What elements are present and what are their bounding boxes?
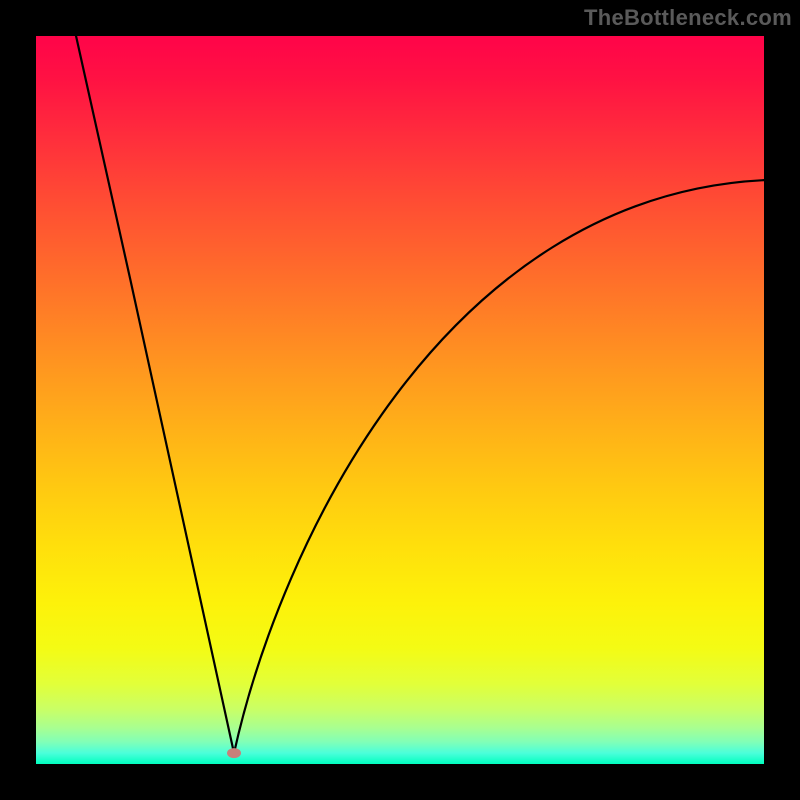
minimum-marker [227, 748, 241, 758]
chart-frame: TheBottleneck.com [0, 0, 800, 800]
watermark-text: TheBottleneck.com [584, 5, 792, 31]
plot-svg [36, 36, 764, 764]
plot-area [36, 36, 764, 764]
gradient-background [36, 36, 764, 764]
